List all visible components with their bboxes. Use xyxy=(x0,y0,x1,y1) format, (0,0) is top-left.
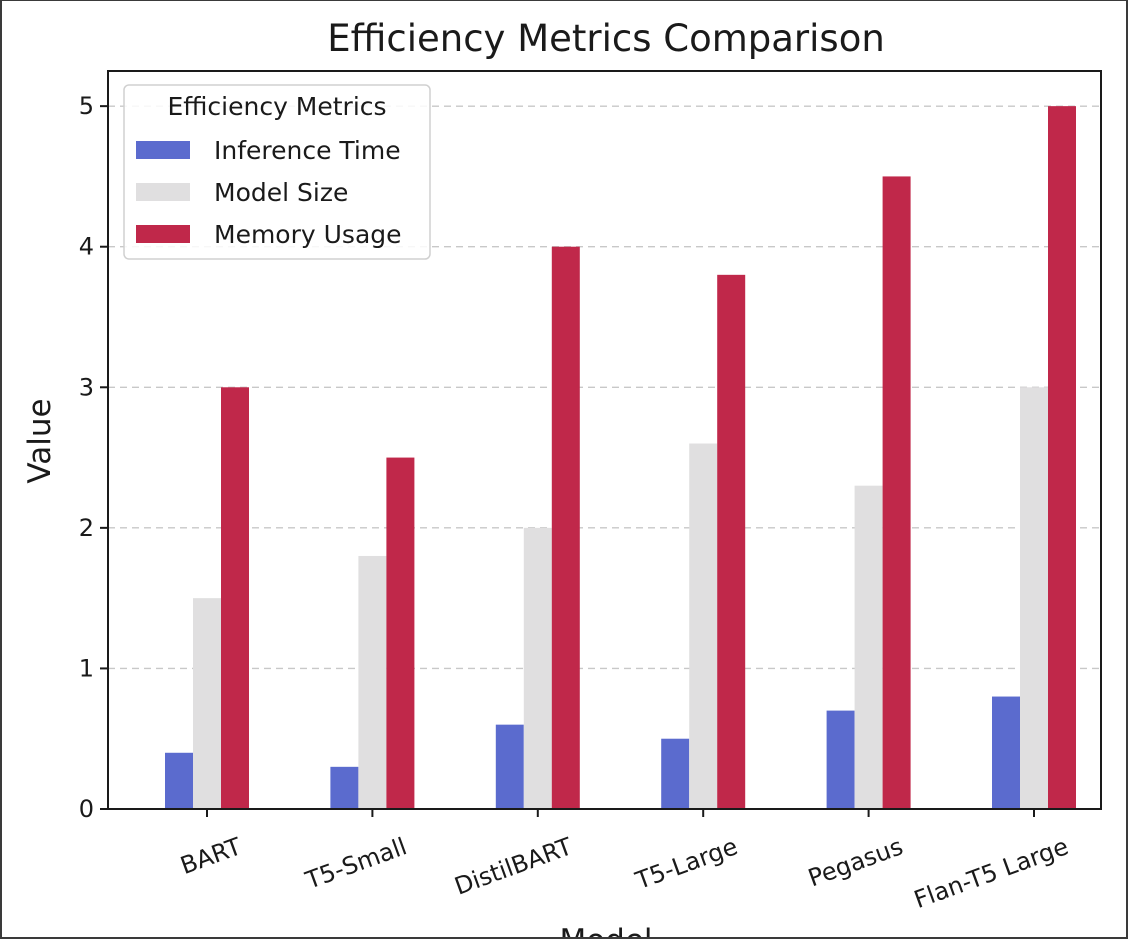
legend-label-memory-usage: Memory Usage xyxy=(214,220,402,249)
y-tick-label: 4 xyxy=(79,233,94,261)
bar-model-size-pegasus xyxy=(854,485,883,809)
legend-label-inference-time: Inference Time xyxy=(214,136,401,165)
grid-lines xyxy=(108,105,1101,670)
x-tick-label: BART xyxy=(177,832,246,880)
bar-inference-time-t5-large xyxy=(661,738,690,809)
x-tick-label: T5-Small xyxy=(301,832,410,895)
legend-swatch-memory-usage xyxy=(136,225,190,243)
y-tick-label: 3 xyxy=(79,373,94,401)
bar-model-size-t5-large xyxy=(689,443,718,809)
legend-box xyxy=(123,84,431,260)
bars xyxy=(165,106,1076,809)
x-tick-label: T5-Large xyxy=(631,832,741,895)
bar-model-size-t5-small xyxy=(358,555,387,809)
bar-model-size-bart xyxy=(193,598,221,809)
legend-swatch-inference-time xyxy=(136,141,190,159)
y-tick-label: 1 xyxy=(79,654,94,682)
x-axis-label: Model xyxy=(559,923,652,937)
bar-inference-time-flan-t5-large xyxy=(992,696,1020,809)
chart-title: Efficiency Metrics Comparison xyxy=(327,17,885,60)
legend-items: Inference Time Model Size Memory Usage xyxy=(136,136,402,249)
legend-swatch-model-size xyxy=(136,183,190,201)
bar-inference-time-t5-small xyxy=(330,766,359,809)
plot-area-frame xyxy=(107,70,1102,810)
bar-inference-time-distilbart xyxy=(495,724,524,809)
bar-memory-usage-flan-t5-large xyxy=(1048,106,1076,809)
bar-memory-usage-t5-large xyxy=(717,274,746,809)
bar-memory-usage-pegasus xyxy=(882,176,911,809)
x-tick-label: Pegasus xyxy=(804,832,906,892)
x-axis-ticks: BART T5-Small DistilBART T5-Large Pegasus Fla… xyxy=(177,809,1072,914)
y-axis-ticks: 0 1 2 3 4 5 xyxy=(79,92,108,823)
y-tick-label: 0 xyxy=(79,795,94,823)
bar-inference-time-bart xyxy=(165,752,193,809)
bar-memory-usage-bart xyxy=(221,387,249,809)
bar-model-size-distilbart xyxy=(523,527,552,809)
y-tick-label: 5 xyxy=(79,92,94,120)
bar-model-size-flan-t5-large xyxy=(1020,387,1048,809)
x-tick-label: DistilBART xyxy=(451,832,576,900)
bar-memory-usage-distilbart xyxy=(551,246,580,809)
y-tick-label: 2 xyxy=(79,514,94,542)
legend: Efficiency Metrics Inference Time Model S… xyxy=(123,84,431,260)
bar-memory-usage-t5-small xyxy=(386,457,415,809)
legend-label-model-size: Model Size xyxy=(214,178,348,207)
bar-inference-time-pegasus xyxy=(826,710,855,809)
x-tick-label: Flan-T5 Large xyxy=(910,832,1072,914)
legend-title: Efficiency Metrics xyxy=(167,92,386,121)
y-axis-label: Value xyxy=(22,398,58,483)
